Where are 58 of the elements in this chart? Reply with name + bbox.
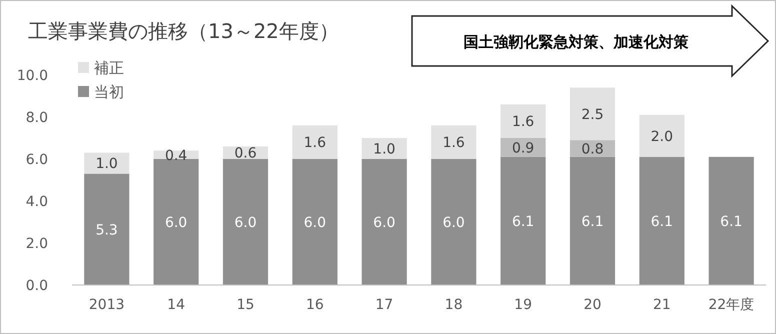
bar [500, 104, 546, 138]
data-label: 6.1 [581, 214, 604, 230]
data-label: 1.6 [304, 135, 326, 152]
bar [570, 156, 616, 285]
legend-label: 補正 [94, 59, 124, 77]
bar [362, 159, 407, 285]
y-tick-label: 10.0 [16, 68, 48, 84]
bar [292, 159, 338, 285]
x-tick-label: 19 [514, 297, 532, 313]
data-label: 0.6 [234, 146, 257, 162]
y-tick-label: 6.0 [26, 152, 48, 168]
bar [222, 159, 268, 285]
bar [154, 159, 199, 285]
bar [708, 156, 754, 285]
bar [431, 125, 476, 159]
data-label: 6.0 [234, 215, 257, 231]
chart-title: 工業事業費の推移（13～22年度） [28, 19, 339, 43]
x-tick-label: 21 [652, 297, 671, 313]
y-tick-label: 8.0 [26, 110, 48, 126]
bar [292, 125, 338, 159]
bar [84, 152, 130, 174]
bar [84, 174, 130, 285]
data-label: 0.8 [581, 142, 604, 158]
text: 国土強靭化緊急対策、加速化対策 [464, 33, 690, 51]
data-label: 6.0 [164, 215, 188, 231]
x-tick-label: 2013 [88, 297, 125, 313]
bar [639, 114, 684, 157]
bar [362, 138, 407, 159]
data-label: 2.5 [581, 106, 604, 123]
bar [431, 159, 476, 285]
data-label: 1.0 [373, 142, 396, 158]
data-label: 0.4 [164, 148, 188, 164]
data-label: 2.0 [650, 128, 674, 145]
data-label: 6.1 [650, 214, 674, 230]
x-tick-label: 18 [444, 297, 463, 313]
bar [639, 156, 684, 285]
data-label: 1.6 [442, 135, 465, 152]
data-label: 6.0 [304, 215, 326, 231]
x-tick-label: 16 [306, 297, 324, 313]
data-label: 6.0 [442, 215, 465, 231]
x-tick-label: 20 [584, 297, 602, 313]
y-tick-label: 4.0 [26, 194, 48, 210]
data-label: 6.1 [720, 214, 742, 230]
data-label: 0.9 [512, 140, 534, 156]
data-label: 1.0 [96, 156, 118, 172]
data-label: 1.6 [512, 114, 534, 130]
x-tick-label: 22年度 [708, 297, 754, 313]
data-label: 5.3 [96, 222, 118, 238]
legend-label: 当初 [94, 83, 124, 101]
y-tick-label: 0.0 [26, 278, 48, 294]
x-tick-label: 15 [236, 297, 254, 313]
data-label: 6.1 [512, 214, 534, 230]
data-label: 6.0 [373, 215, 396, 231]
bar [570, 88, 616, 140]
x-tick-label: 17 [375, 297, 394, 313]
y-tick-label: 2.0 [26, 236, 48, 252]
x-tick-label: 14 [167, 297, 186, 313]
bar [500, 156, 546, 285]
